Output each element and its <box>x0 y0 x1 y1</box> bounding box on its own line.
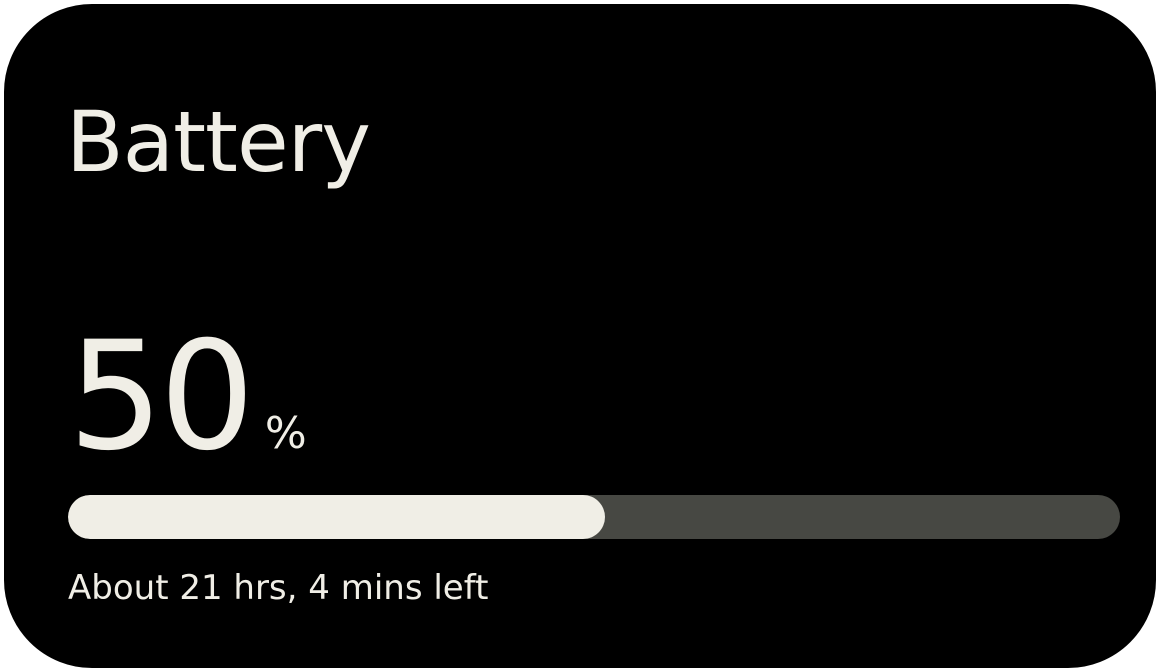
battery-time-remaining: About 21 hrs, 4 mins left <box>68 568 489 608</box>
widget-title: Battery <box>66 93 371 191</box>
battery-progress-track <box>68 495 1120 539</box>
battery-level: 50 % <box>68 322 307 472</box>
battery-percentage-unit: % <box>264 408 307 459</box>
battery-percentage-value: 50 <box>68 310 255 484</box>
battery-progress-fill <box>68 495 605 539</box>
